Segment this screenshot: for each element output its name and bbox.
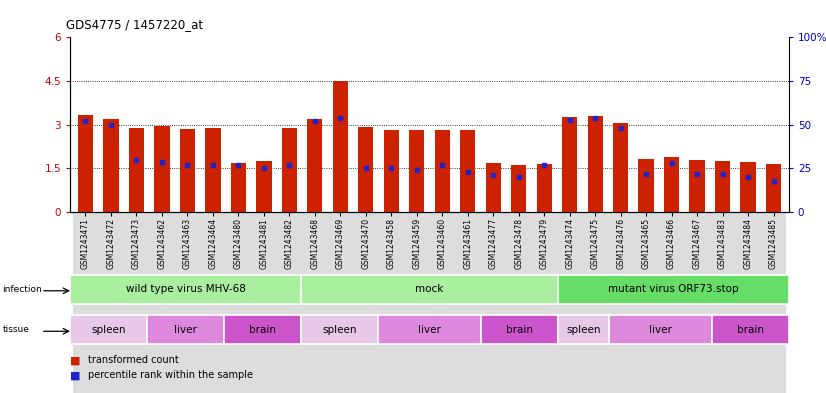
Bar xyxy=(608,212,634,393)
Text: ■: ■ xyxy=(70,355,81,365)
Bar xyxy=(150,212,174,393)
Bar xyxy=(129,128,144,212)
Bar xyxy=(690,160,705,212)
Bar xyxy=(434,130,450,212)
Bar xyxy=(251,212,277,393)
Bar xyxy=(256,161,272,212)
Bar xyxy=(206,128,221,212)
Bar xyxy=(712,315,789,344)
Bar xyxy=(154,126,169,212)
Text: liver: liver xyxy=(649,325,672,335)
Bar xyxy=(511,165,526,212)
Text: brain: brain xyxy=(249,325,276,335)
Text: wild type virus MHV-68: wild type virus MHV-68 xyxy=(126,284,245,294)
Bar xyxy=(404,212,430,393)
Bar xyxy=(486,163,501,212)
Bar xyxy=(353,212,378,393)
Bar xyxy=(638,159,653,212)
Text: brain: brain xyxy=(737,325,764,335)
Text: brain: brain xyxy=(506,325,533,335)
Text: percentile rank within the sample: percentile rank within the sample xyxy=(88,370,254,380)
Bar xyxy=(409,130,425,212)
Bar xyxy=(301,315,378,344)
Bar xyxy=(562,118,577,212)
Bar xyxy=(587,116,603,212)
Text: infection: infection xyxy=(2,285,42,294)
Bar xyxy=(277,212,302,393)
Bar xyxy=(358,127,373,212)
Bar xyxy=(766,164,781,212)
Bar xyxy=(225,212,251,393)
Bar xyxy=(537,164,552,212)
Text: tissue: tissue xyxy=(2,325,30,334)
Bar xyxy=(613,123,629,212)
Bar xyxy=(664,157,679,212)
Text: mock: mock xyxy=(415,284,444,294)
Bar xyxy=(103,119,119,212)
Bar xyxy=(481,315,558,344)
Bar xyxy=(531,212,557,393)
Bar xyxy=(378,212,404,393)
Bar xyxy=(558,315,609,344)
Bar xyxy=(506,212,531,393)
Bar xyxy=(710,212,735,393)
Bar xyxy=(659,212,685,393)
Bar xyxy=(70,315,147,344)
Text: transformed count: transformed count xyxy=(88,355,179,365)
Bar xyxy=(328,212,353,393)
Bar xyxy=(378,315,481,344)
Text: liver: liver xyxy=(174,325,197,335)
Bar xyxy=(333,81,348,212)
Bar xyxy=(761,212,786,393)
Bar xyxy=(124,212,150,393)
Bar xyxy=(200,212,225,393)
Bar xyxy=(557,212,582,393)
Text: spleen: spleen xyxy=(92,325,126,335)
Bar xyxy=(685,212,710,393)
Text: ■: ■ xyxy=(70,370,81,380)
Text: mutant virus ORF73.stop: mutant virus ORF73.stop xyxy=(608,284,738,294)
Bar xyxy=(307,119,322,212)
Bar xyxy=(460,130,476,212)
Bar xyxy=(715,161,730,212)
Bar xyxy=(230,163,246,212)
Bar xyxy=(582,212,608,393)
Bar xyxy=(735,212,761,393)
Bar xyxy=(180,129,195,212)
Bar xyxy=(301,275,558,304)
Bar xyxy=(383,130,399,212)
Bar xyxy=(481,212,506,393)
Text: spleen: spleen xyxy=(567,325,601,335)
Text: GDS4775 / 1457220_at: GDS4775 / 1457220_at xyxy=(66,18,203,31)
Bar xyxy=(740,162,756,212)
Bar xyxy=(302,212,328,393)
Bar xyxy=(610,315,711,344)
Bar xyxy=(78,115,93,212)
Text: liver: liver xyxy=(418,325,441,335)
Bar xyxy=(430,212,455,393)
Bar xyxy=(282,128,297,212)
Bar xyxy=(455,212,481,393)
Bar xyxy=(634,212,659,393)
Bar xyxy=(98,212,124,393)
Bar xyxy=(174,212,200,393)
Bar xyxy=(558,275,789,304)
Bar xyxy=(225,315,301,344)
Bar xyxy=(148,315,224,344)
Bar xyxy=(73,212,98,393)
Bar xyxy=(70,275,301,304)
Text: spleen: spleen xyxy=(322,325,357,335)
